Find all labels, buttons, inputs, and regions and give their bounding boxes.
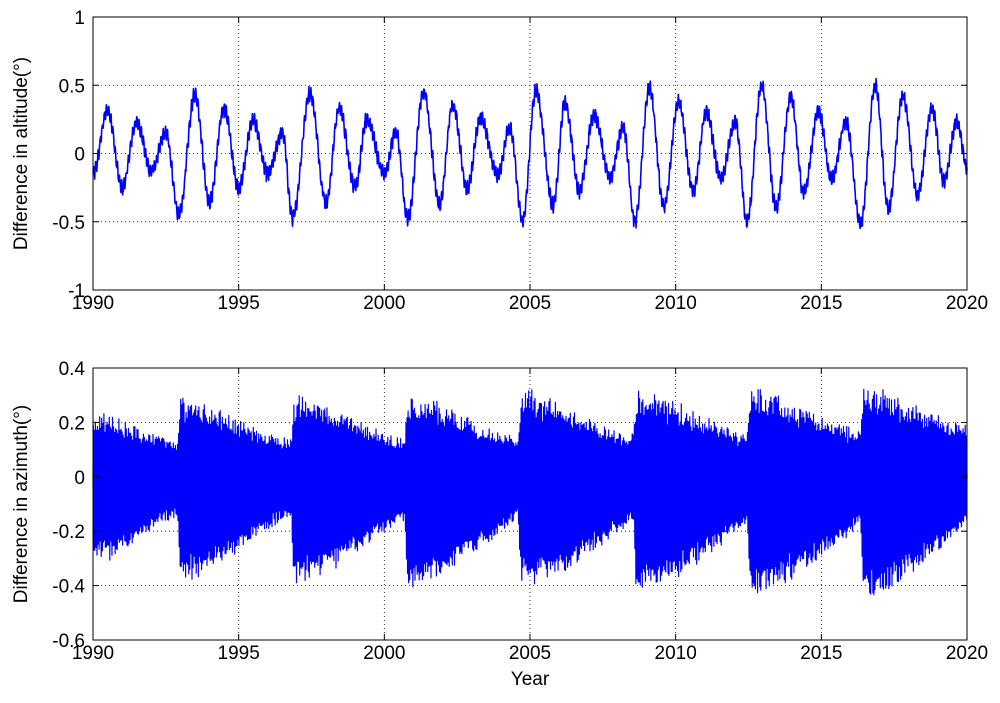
altitude-ytick-label: -1 xyxy=(68,281,85,302)
azimuth-ticks: 1990 1995 2000 2005 2010 2015 2020 -0.6 -0.4 -0.2… xyxy=(52,359,988,664)
altitude-ylabel: Difference in altitude(°) xyxy=(11,57,32,250)
azimuth-line xyxy=(92,388,968,596)
altitude-ytick-label: 1 xyxy=(74,8,85,29)
altitude-xtick-label: 1990 xyxy=(72,293,114,314)
altitude-ytick-label: 0 xyxy=(74,145,85,166)
azimuth-ytick-label: 0.2 xyxy=(59,413,85,434)
azimuth-xlabel: Year xyxy=(511,669,550,690)
azimuth-ytick-label: -0.2 xyxy=(52,522,85,543)
altitude-ytick-label: 0.5 xyxy=(59,76,85,97)
altitude-ticks: 1990 1995 2000 2005 2010 2015 2020 -1 -0.5 0 0.5 1 xyxy=(52,8,988,314)
azimuth-ytick-label: -0.4 xyxy=(52,577,85,598)
altitude-series xyxy=(92,77,968,230)
azimuth-xtick-label: 1995 xyxy=(218,643,260,664)
altitude-xtick-label: 1995 xyxy=(218,293,260,314)
azimuth-xtick-label: 2005 xyxy=(509,643,551,664)
azimuth-ytick-label: -0.6 xyxy=(52,631,85,652)
azimuth-ylabel: Difference in azimuth(°) xyxy=(11,405,32,603)
altitude-xtick-label: 2005 xyxy=(509,293,551,314)
azimuth-xtick-label: 2020 xyxy=(946,643,988,664)
altitude-xtick-label: 2020 xyxy=(946,293,988,314)
azimuth-series xyxy=(92,388,968,596)
altitude-xtick-label: 2000 xyxy=(363,293,405,314)
azimuth-xtick-label: 2010 xyxy=(655,643,697,664)
azimuth-ytick-label: 0 xyxy=(74,468,85,489)
azimuth-xtick-label: 1990 xyxy=(72,643,114,664)
azimuth-ytick-label: 0.4 xyxy=(59,359,86,380)
altitude-plot: 1990 1995 2000 2005 2010 2015 2020-1-0.500.51 … xyxy=(11,8,988,314)
altitude-xtick-label: 2015 xyxy=(800,293,842,314)
altitude-xtick-label: 2010 xyxy=(655,293,697,314)
azimuth-plot: 1990 1995 2000 2005 2010 2015 2020 -0.6 -0.4 -0.2… xyxy=(11,359,988,690)
altitude-line xyxy=(92,77,968,230)
altitude-ytick-label: -0.5 xyxy=(52,213,85,234)
azimuth-xtick-label: 2015 xyxy=(800,643,842,664)
azimuth-xtick-label: 2000 xyxy=(363,643,405,664)
